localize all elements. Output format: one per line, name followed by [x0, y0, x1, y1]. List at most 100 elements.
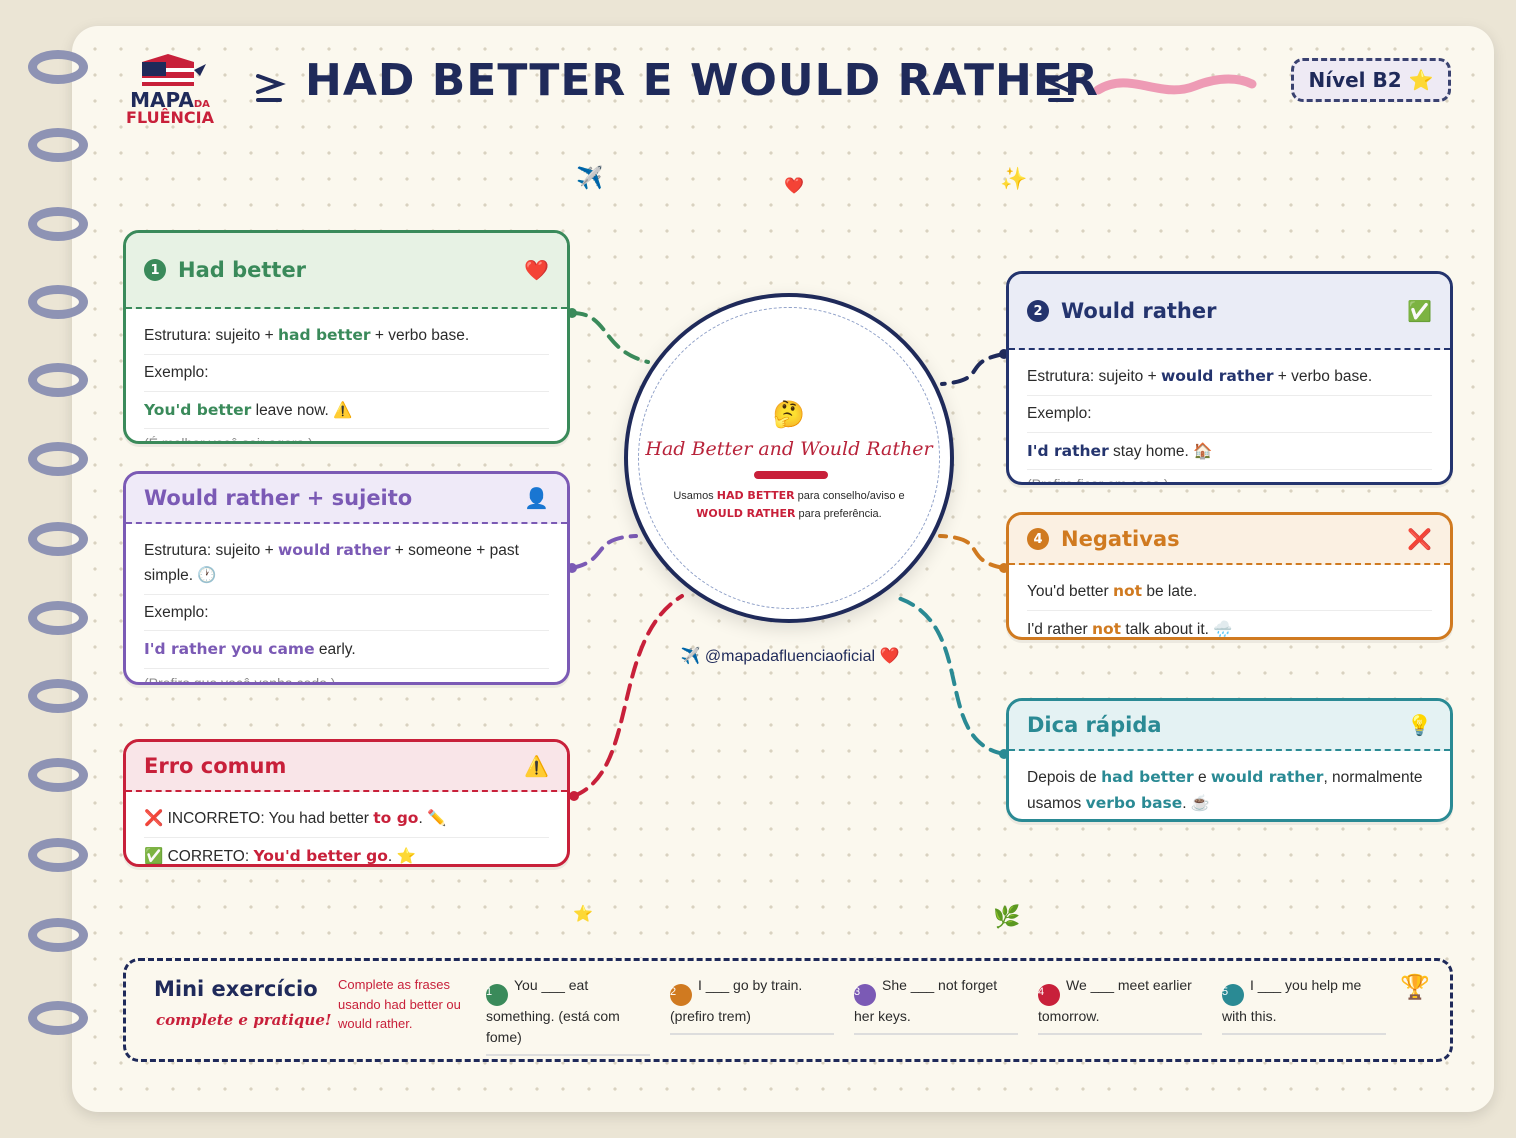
highlight: I'd rather: [1027, 441, 1109, 460]
exercise-text: I ___ you help me with this.: [1222, 977, 1362, 1024]
info-card: Erro comum ⚠️ ❌ INCORRETO: You had better …: [123, 739, 570, 867]
highlight: would rather: [277, 541, 391, 559]
card-header: 4 Negativas ❌: [1009, 515, 1450, 565]
decoration: ⭐: [573, 906, 593, 923]
exercise-instructions: Complete as frases usando had better ou …: [338, 977, 461, 1031]
card-line: Exemplo:: [144, 355, 549, 392]
spiral-ring: [28, 207, 88, 241]
highlight: You'd better: [144, 400, 252, 419]
text-run: + someone + past simple. 🕐: [144, 542, 519, 584]
exercise-title: Mini exercício: [154, 977, 318, 1001]
exercise-subtitle: complete e pratique!: [156, 1011, 332, 1029]
connector-line: [572, 594, 684, 798]
center-text: Usamos HAD BETTER para conselho/aviso e …: [668, 487, 910, 523]
text-run: . ✏️: [418, 810, 447, 827]
spiral-ring: [28, 522, 88, 556]
card-line: Exemplo:: [144, 595, 549, 632]
highlight: verbo base: [1085, 793, 1183, 812]
highlight: had better: [1101, 768, 1194, 786]
spiral-ring: [28, 679, 88, 713]
card-body: Estrutura: sujeito + would rather + verb…: [1009, 350, 1450, 485]
card-line: Estrutura: sujeito + would rather + verb…: [1027, 358, 1432, 396]
center-emoji: 🤔: [772, 399, 806, 429]
spiral-ring: [28, 918, 88, 952]
connector-line: [940, 352, 1006, 386]
spiral-ring: [28, 50, 88, 84]
translation: (É melhor você sair agora.): [144, 435, 313, 444]
spiral-ring: [28, 1001, 88, 1035]
connector-line: [890, 594, 1006, 756]
exercise-item: 1 You ___ eat something. (está com fome): [486, 975, 650, 1056]
decoration: ✈️: [576, 165, 604, 190]
spiral-ring: [28, 758, 88, 792]
card-header: Would rather + sujeito 👤: [126, 474, 567, 524]
card-icon: ✅: [1407, 299, 1432, 323]
card-header: 2 Would rather ✅: [1009, 274, 1450, 350]
card-body: Estrutura: sujeito + would rather + some…: [126, 524, 567, 685]
card-header: Dica rápida 💡: [1009, 701, 1450, 751]
spiral-ring: [28, 128, 88, 162]
text-run: be late.: [1142, 583, 1198, 600]
text-run: , normalmente usamos: [1027, 769, 1423, 812]
logo-bottom: FLUÊNCIA: [126, 108, 214, 127]
info-card: Would rather + sujeito 👤 Estrutura: sujeit…: [123, 471, 570, 685]
text-run: Usamos: [673, 490, 717, 502]
text-run: Depois de: [1027, 769, 1102, 786]
center-circle: 🤔 Had Better and Would Rather Usamos HAD…: [624, 293, 954, 623]
card-header: Erro comum ⚠️: [126, 742, 567, 792]
text-run: para preferência.: [795, 508, 882, 521]
card-icon: ❤️: [524, 258, 549, 282]
connector-line: [570, 534, 638, 570]
text-run: + verbo base.: [1273, 368, 1373, 385]
card-body: You'd better not be late. I'd rather not …: [1009, 565, 1450, 638]
card-line: Estrutura: sujeito + would rather + some…: [144, 532, 549, 595]
exercise-text: You ___ eat something. (está com fome): [486, 977, 620, 1045]
card-line: ✅ CORRETO: You'd better go. ⭐: [144, 838, 549, 865]
text-run: leave now. ⚠️: [251, 401, 353, 419]
translation: (Prefiro ficar em casa.): [1027, 476, 1169, 485]
highlight: You'd better go: [253, 846, 388, 865]
text-run: Exemplo:: [1027, 404, 1092, 422]
decoration: 🌿: [993, 904, 1021, 929]
translation: (Prefiro que você venha cedo.): [144, 675, 336, 685]
card-line: You'd better not be late.: [1027, 573, 1432, 611]
text-run: talk about it. 🌧️: [1121, 620, 1233, 638]
text-run: Estrutura: sujeito +: [144, 542, 278, 559]
card-line: You'd better leave now. ⚠️: [144, 392, 549, 430]
highlight: would rather: [1160, 367, 1274, 385]
highlight: HAD BETTER: [716, 489, 795, 502]
card-body: Depois de had better e would rather, nor…: [1009, 751, 1450, 819]
exercise-number: 1: [486, 984, 508, 1006]
exercise-item: 4 We ___ meet earlier tomorrow.: [1038, 975, 1202, 1035]
text-run: Estrutura: sujeito +: [1027, 368, 1161, 385]
text-run: Exemplo:: [144, 603, 209, 621]
spiral-ring: [28, 838, 88, 872]
info-card: Dica rápida 💡 Depois de had better e would…: [1006, 698, 1453, 822]
highlight: to go: [373, 809, 419, 827]
decoration: ❤️: [784, 178, 804, 195]
card-line: Depois de had better e would rather, nor…: [1027, 759, 1432, 819]
card-title: Had better: [178, 258, 307, 282]
info-card: 4 Negativas ❌ You'd better not be late. I'd …: [1006, 512, 1453, 640]
logo-text: MAPADA: [118, 90, 222, 110]
card-icon: ⚠️: [524, 754, 549, 778]
text-run: I'd rather: [1027, 620, 1092, 638]
card-icon: 👤: [524, 486, 549, 510]
spiral-ring: [28, 601, 88, 635]
exercise-text: We ___ meet earlier tomorrow.: [1038, 977, 1192, 1024]
info-card: 1 Had better ❤️ Estrutura: sujeito + had be…: [123, 230, 570, 444]
highlight: had better: [277, 326, 371, 344]
mini-exercise: Mini exercício complete e pratique! Comp…: [123, 958, 1453, 1062]
text-run: You'd better: [1027, 583, 1113, 600]
card-line: ❌ INCORRETO: You had better to go. ✏️: [144, 800, 549, 838]
card-icon: 💡: [1407, 713, 1432, 737]
exercise-text: I ___ go by train. (prefiro trem): [670, 977, 803, 1024]
text-run: para conselho/aviso e: [794, 490, 905, 502]
text-run: Exemplo:: [144, 363, 209, 381]
highlight: not: [1112, 582, 1143, 600]
logo: MAPADA FLUÊNCIA: [118, 56, 222, 126]
text-run: Estrutura: sujeito +: [144, 327, 278, 344]
